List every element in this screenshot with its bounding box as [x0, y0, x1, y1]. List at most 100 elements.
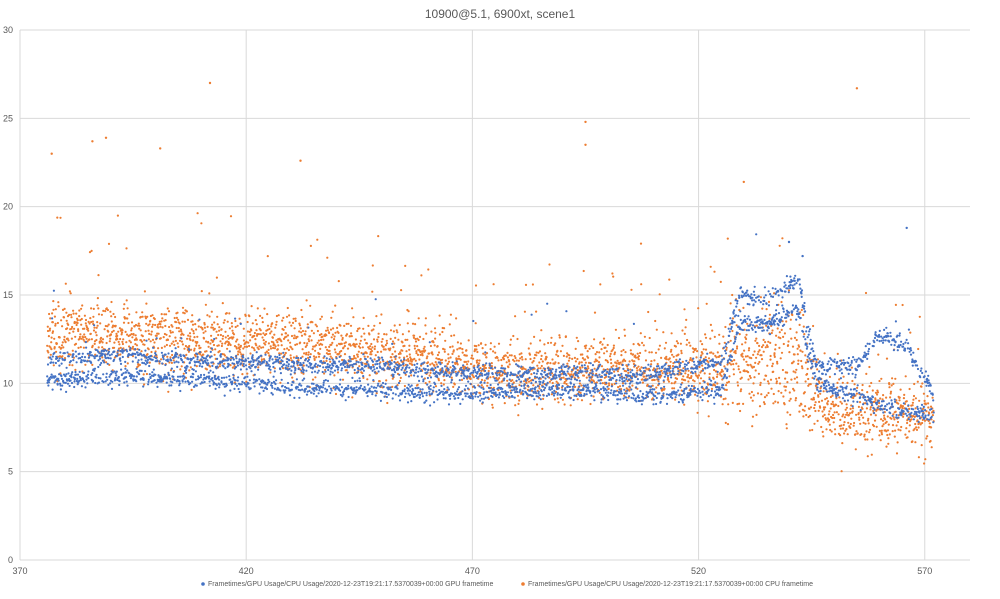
gpu-frametime-point [498, 391, 501, 395]
cpu-frametime-point [776, 362, 779, 365]
gpu-frametime-point [354, 362, 357, 365]
cpu-frametime-point [708, 372, 711, 375]
gpu-frametime-point [398, 399, 402, 402]
gpu-frametime-point [198, 318, 201, 321]
gpu-frametime-point [432, 369, 435, 372]
gpu-frametime-point [332, 386, 336, 389]
cpu-frametime-point [223, 319, 226, 322]
cpu-frametime-point [242, 339, 245, 342]
cpu-frametime-point [259, 333, 262, 336]
cpu-frametime-point [797, 359, 800, 362]
gpu-frametime-point [264, 386, 267, 389]
cpu-frametime-point [725, 384, 728, 387]
cpu-frametime-point [291, 321, 295, 324]
cpu-frametime-point [190, 328, 193, 331]
gpu-frametime-point [507, 395, 510, 398]
gpu-frametime-point [170, 350, 174, 353]
gpu-frametime-point [220, 381, 223, 384]
cpu-frametime-point [229, 215, 233, 218]
cpu-frametime-point [738, 402, 741, 405]
cpu-frametime-point [871, 389, 874, 392]
gpu-frametime-point [450, 372, 453, 375]
cpu-frametime-point [360, 335, 363, 338]
gpu-frametime-point [349, 364, 352, 367]
cpu-frametime-point [82, 336, 85, 339]
cpu-frametime-point [329, 355, 332, 358]
cpu-frametime-point [112, 312, 115, 316]
gpu-frametime-point [225, 376, 228, 379]
cpu-frametime-point [315, 356, 318, 359]
cpu-frametime-point [918, 399, 921, 402]
gpu-frametime-point [278, 356, 281, 360]
cpu-frametime-point [730, 363, 733, 366]
gpu-frametime-point [339, 393, 342, 396]
cpu-frametime-point [284, 325, 287, 329]
gpu-frametime-point [195, 360, 198, 363]
gpu-frametime-point [537, 395, 540, 398]
gpu-frametime-point [340, 386, 343, 389]
cpu-frametime-point [911, 440, 914, 443]
cpu-frametime-point [850, 366, 854, 369]
cpu-frametime-point [440, 382, 443, 385]
gpu-frametime-point [75, 355, 78, 358]
cpu-frametime-point [276, 348, 279, 351]
cpu-frametime-point [105, 307, 108, 310]
gpu-frametime-point [449, 394, 452, 397]
gpu-frametime-point [506, 371, 509, 374]
gpu-frametime-point [497, 383, 500, 386]
gpu-frametime-point [441, 367, 444, 370]
gpu-frametime-point [266, 383, 269, 386]
cpu-frametime-point [911, 404, 914, 407]
gpu-frametime-point [388, 360, 391, 363]
cpu-frametime-point [739, 409, 742, 413]
gpu-frametime-point [229, 378, 232, 381]
cpu-frametime-point [290, 324, 293, 327]
gpu-frametime-point [488, 387, 491, 390]
cpu-frametime-point [606, 361, 610, 364]
gpu-frametime-point [380, 356, 384, 359]
cpu-frametime-point [489, 342, 492, 345]
gpu-frametime-point [358, 377, 361, 380]
cpu-frametime-point [870, 381, 873, 385]
cpu-frametime-point [384, 344, 387, 347]
gpu-frametime-point [488, 362, 491, 365]
cpu-frametime-point [117, 340, 120, 343]
cpu-frametime-point [904, 433, 907, 436]
gpu-frametime-point [241, 354, 244, 357]
cpu-frametime-point [146, 353, 149, 356]
cpu-frametime-point [783, 403, 786, 406]
cpu-frametime-point [665, 358, 668, 361]
cpu-frametime-point [257, 348, 260, 351]
cpu-frametime-point [912, 414, 915, 418]
gpu-frametime-point [218, 383, 221, 386]
gpu-frametime-point [238, 360, 241, 363]
cpu-frametime-point [403, 356, 406, 359]
cpu-frametime-point [655, 328, 658, 331]
cpu-frametime-point [349, 344, 352, 347]
cpu-frametime-point [422, 347, 425, 350]
cpu-frametime-point [261, 336, 264, 339]
cpu-frametime-point [210, 339, 213, 342]
cpu-frametime-point [130, 321, 134, 324]
gpu-frametime-point [423, 361, 426, 364]
cpu-frametime-point [754, 369, 757, 372]
gpu-frametime-point [485, 377, 488, 380]
gpu-frametime-point [539, 398, 542, 401]
gpu-frametime-point [474, 371, 477, 374]
gpu-frametime-point [503, 377, 506, 380]
cpu-frametime-point [271, 336, 274, 339]
gpu-frametime-point [244, 364, 248, 367]
cpu-frametime-point [125, 247, 128, 250]
cpu-frametime-point [451, 352, 454, 355]
gpu-frametime-point [84, 359, 87, 362]
gpu-frametime-point [272, 375, 275, 378]
cpu-frametime-point [878, 429, 882, 432]
cpu-frametime-point [366, 378, 369, 381]
cpu-frametime-point [713, 270, 716, 273]
cpu-frametime-point [465, 354, 468, 357]
gpu-frametime-point [440, 384, 443, 387]
gpu-frametime-point [436, 375, 439, 379]
cpu-frametime-point [637, 365, 640, 368]
cpu-frametime-point [370, 350, 374, 353]
cpu-frametime-point [868, 431, 871, 434]
